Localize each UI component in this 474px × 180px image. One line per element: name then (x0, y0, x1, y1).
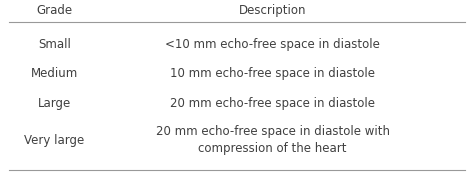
Text: Medium: Medium (31, 67, 78, 80)
Text: 20 mm echo-free space in diastole with
compression of the heart: 20 mm echo-free space in diastole with c… (155, 125, 390, 155)
Text: 20 mm echo-free space in diastole: 20 mm echo-free space in diastole (170, 97, 375, 110)
Text: Large: Large (38, 97, 71, 110)
Text: Very large: Very large (24, 134, 85, 147)
Text: <10 mm echo-free space in diastole: <10 mm echo-free space in diastole (165, 38, 380, 51)
Text: 10 mm echo-free space in diastole: 10 mm echo-free space in diastole (170, 67, 375, 80)
Text: Small: Small (38, 38, 71, 51)
Text: Description: Description (239, 4, 306, 17)
Text: Grade: Grade (36, 4, 73, 17)
